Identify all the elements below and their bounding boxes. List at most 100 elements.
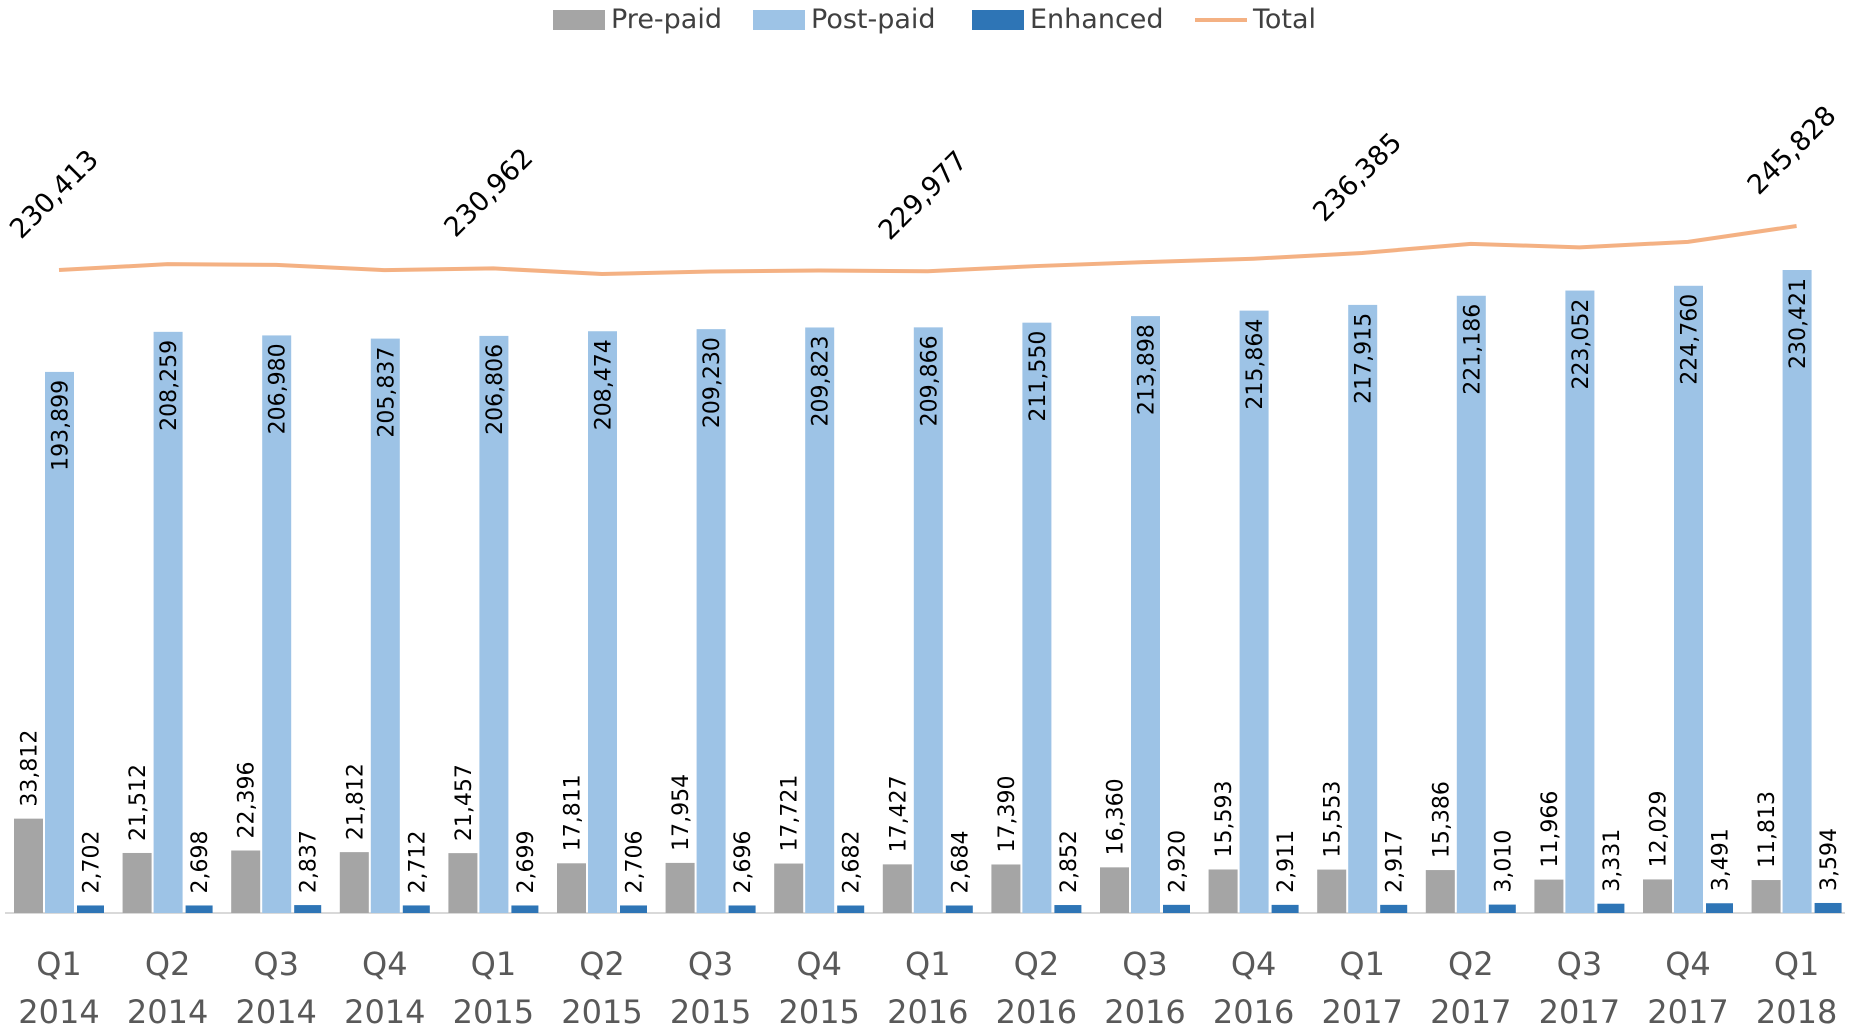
data-label-prepaid-3: 21,812 — [343, 763, 368, 840]
data-label-prepaid-13: 15,386 — [1429, 781, 1454, 858]
data-label-postpaid-6: 209,230 — [700, 337, 725, 428]
data-label-prepaid-0: 33,812 — [18, 730, 43, 807]
bar-enhanced-8 — [945, 905, 973, 913]
x-tick-year-0: 2014 — [18, 993, 99, 1031]
bar-enhanced-15 — [1706, 903, 1733, 913]
bar-prepaid-13 — [1425, 870, 1455, 913]
bar-prepaid-0 — [14, 818, 43, 913]
data-label-postpaid-15: 224,760 — [1678, 294, 1703, 385]
x-tick-quarter-3: Q4 — [362, 945, 408, 983]
data-label-enhanced-9: 2,852 — [1057, 830, 1082, 893]
bar-postpaid-15 — [1674, 285, 1703, 914]
total-label-0: 230,413 — [4, 144, 105, 245]
x-tick-quarter-4: Q1 — [471, 945, 517, 983]
x-tick-quarter-11: Q4 — [1231, 945, 1277, 983]
total-label-12: 236,385 — [1307, 127, 1408, 228]
data-label-postpaid-1: 208,259 — [157, 340, 182, 431]
bar-enhanced-6 — [728, 905, 756, 913]
bar-postpaid-12 — [1348, 304, 1378, 913]
data-label-postpaid-5: 208,474 — [592, 339, 617, 430]
bar-postpaid-5 — [588, 331, 617, 913]
data-label-prepaid-10: 16,360 — [1104, 778, 1129, 855]
data-label-postpaid-8: 209,866 — [917, 335, 942, 426]
x-tick-quarter-16: Q1 — [1774, 945, 1820, 983]
x-tick-quarter-1: Q2 — [145, 945, 191, 983]
bar-enhanced-11 — [1271, 904, 1299, 913]
x-tick-year-14: 2017 — [1539, 993, 1620, 1031]
data-label-enhanced-7: 2,682 — [840, 831, 865, 894]
bar-prepaid-8 — [882, 864, 912, 913]
bar-enhanced-5 — [620, 905, 647, 913]
total-label-8: 229,977 — [873, 145, 974, 246]
bar-postpaid-11 — [1239, 310, 1269, 913]
bar-postpaid-14 — [1565, 290, 1595, 914]
x-tick-year-6: 2015 — [670, 993, 751, 1031]
data-label-postpaid-2: 206,980 — [266, 343, 291, 434]
data-label-enhanced-4: 2,699 — [514, 830, 539, 893]
bar-prepaid-11 — [1208, 869, 1238, 913]
x-tick-year-16: 2018 — [1756, 993, 1837, 1031]
bar-postpaid-6 — [696, 329, 726, 914]
bar-postpaid-13 — [1456, 295, 1486, 913]
bar-postpaid-8 — [913, 327, 943, 914]
data-label-prepaid-12: 15,553 — [1321, 781, 1346, 858]
x-tick-quarter-9: Q2 — [1014, 945, 1060, 983]
bar-prepaid-7 — [774, 863, 804, 913]
x-tick-year-15: 2017 — [1647, 993, 1728, 1031]
x-tick-year-5: 2015 — [561, 993, 642, 1031]
data-label-enhanced-12: 2,917 — [1383, 830, 1408, 893]
bar-prepaid-12 — [1317, 869, 1347, 913]
x-tick-year-8: 2016 — [887, 993, 968, 1031]
legend-label-total: Total — [1253, 4, 1317, 35]
bar-enhanced-7 — [837, 905, 865, 913]
x-tick-year-12: 2017 — [1321, 993, 1402, 1031]
x-tick-quarter-2: Q3 — [253, 945, 299, 983]
data-label-enhanced-11: 2,911 — [1274, 830, 1299, 893]
legend-item-prepaid: Pre-paid — [553, 4, 722, 35]
legend-swatch-postpaid — [753, 9, 805, 30]
data-label-postpaid-13: 221,186 — [1460, 304, 1485, 395]
x-tick-quarter-0: Q1 — [36, 945, 82, 983]
legend-item-postpaid: Post-paid — [753, 4, 936, 35]
x-tick-year-4: 2015 — [453, 993, 534, 1031]
legend-label-prepaid: Pre-paid — [611, 4, 722, 35]
data-label-postpaid-14: 223,052 — [1569, 299, 1594, 390]
data-label-enhanced-1: 2,698 — [188, 830, 213, 893]
bar-enhanced-3 — [402, 905, 430, 913]
data-label-prepaid-7: 17,721 — [778, 775, 803, 852]
bar-prepaid-1 — [122, 852, 152, 913]
x-tick-year-7: 2015 — [778, 993, 859, 1031]
bar-prepaid-16 — [1751, 880, 1781, 913]
data-label-enhanced-3: 2,712 — [405, 830, 430, 893]
legend-label-postpaid: Post-paid — [811, 4, 936, 35]
data-label-prepaid-9: 17,390 — [995, 775, 1020, 852]
x-tick-year-3: 2014 — [344, 993, 425, 1031]
x-tick-quarter-7: Q4 — [796, 945, 842, 983]
data-label-enhanced-16: 3,594 — [1817, 828, 1842, 891]
data-label-prepaid-5: 17,811 — [561, 774, 586, 851]
data-label-enhanced-6: 2,696 — [731, 830, 756, 893]
x-tick-year-10: 2016 — [1104, 993, 1185, 1031]
bar-enhanced-10 — [1163, 904, 1190, 913]
data-label-prepaid-4: 21,457 — [452, 764, 477, 841]
data-label-enhanced-13: 3,010 — [1491, 830, 1516, 893]
bar-enhanced-1 — [185, 905, 213, 913]
bar-enhanced-2 — [294, 905, 322, 913]
x-tick-quarter-14: Q3 — [1557, 945, 1603, 983]
bar-prepaid-10 — [1100, 867, 1129, 913]
total-label-16: 245,828 — [1742, 100, 1843, 201]
data-label-enhanced-2: 2,837 — [297, 830, 322, 893]
bar-prepaid-9 — [991, 864, 1021, 913]
bar-enhanced-9 — [1054, 905, 1082, 913]
data-label-postpaid-11: 215,864 — [1243, 319, 1268, 410]
x-tick-year-1: 2014 — [127, 993, 208, 1031]
data-label-prepaid-1: 21,512 — [126, 764, 151, 841]
bar-prepaid-14 — [1534, 879, 1564, 913]
data-label-postpaid-16: 230,421 — [1786, 278, 1811, 369]
bar-postpaid-4 — [479, 335, 509, 914]
x-tick-quarter-15: Q4 — [1665, 945, 1711, 983]
bar-enhanced-16 — [1814, 902, 1842, 913]
bar-prepaid-3 — [339, 852, 369, 913]
x-tick-year-11: 2016 — [1213, 993, 1294, 1031]
